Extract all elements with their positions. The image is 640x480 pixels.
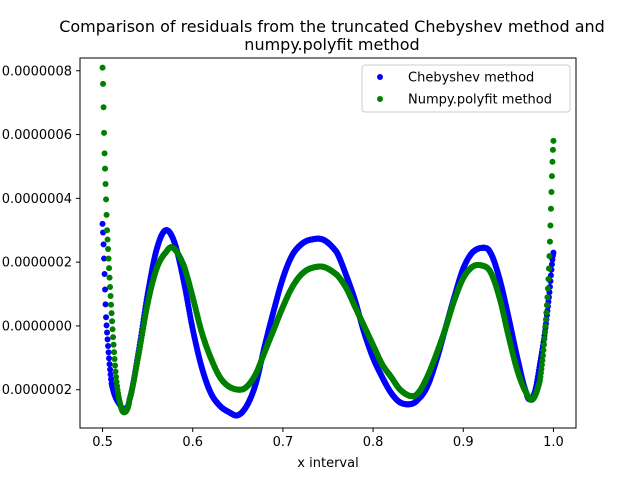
data-point xyxy=(540,347,547,354)
data-point xyxy=(105,255,112,262)
data-point xyxy=(106,361,113,368)
data-point xyxy=(545,275,552,282)
data-point xyxy=(108,301,115,308)
data-point xyxy=(550,137,557,144)
data-point xyxy=(102,286,109,293)
data-point xyxy=(540,341,547,348)
x-tick-label: 0.5 xyxy=(92,435,113,450)
data-point xyxy=(100,104,107,111)
data-point xyxy=(550,249,557,256)
data-point xyxy=(106,355,113,362)
data-point xyxy=(102,301,109,308)
data-point xyxy=(104,329,111,336)
data-point xyxy=(105,246,112,253)
data-point xyxy=(549,158,556,165)
data-point xyxy=(104,227,111,234)
data-point xyxy=(547,222,554,229)
data-point xyxy=(106,274,113,281)
x-axis-label: x interval xyxy=(297,456,358,471)
data-point xyxy=(542,316,549,323)
chart-title-line: Comparison of residuals from the truncat… xyxy=(59,17,605,36)
data-point xyxy=(545,265,552,272)
data-point xyxy=(541,329,548,336)
data-point xyxy=(539,357,546,364)
data-point xyxy=(546,253,553,260)
data-point xyxy=(111,356,118,363)
x-tick-label: 0.9 xyxy=(453,435,474,450)
data-point xyxy=(539,352,546,359)
data-point xyxy=(99,64,106,71)
y-tick-label: 0.0000000 xyxy=(2,319,72,334)
x-tick-label: 0.8 xyxy=(363,435,384,450)
legend-marker xyxy=(377,96,383,102)
data-point xyxy=(112,362,119,369)
data-point xyxy=(99,220,106,227)
data-point xyxy=(544,285,551,292)
legend: Chebyshev method Numpy.polyfit method xyxy=(361,64,571,113)
data-point xyxy=(112,368,119,375)
data-point xyxy=(100,241,107,248)
data-point xyxy=(101,129,108,136)
data-point xyxy=(109,318,116,325)
y-tick-label: 0.0000004 xyxy=(2,192,72,207)
data-point xyxy=(103,322,110,329)
data-point xyxy=(101,255,108,262)
data-point xyxy=(107,371,114,378)
axes-frame xyxy=(79,57,577,429)
data-point xyxy=(108,310,115,317)
y-tick-label: 0.0000008 xyxy=(2,64,72,79)
data-point xyxy=(107,293,114,300)
data-point xyxy=(107,366,114,373)
x-axis: 0.5 0.6 0.7 0.8 0.9 1.0 xyxy=(92,428,564,450)
x-tick-label: 0.6 xyxy=(182,435,203,450)
data-point xyxy=(102,165,109,172)
data-point xyxy=(110,341,117,348)
y-tick-label: 0.0000006 xyxy=(2,128,72,143)
y-tick-label: 0.0000002 xyxy=(2,383,72,398)
data-point xyxy=(105,343,112,350)
data-point xyxy=(111,349,118,356)
data-point xyxy=(538,361,545,368)
data-point xyxy=(103,211,110,218)
data-point xyxy=(109,326,116,333)
data-point xyxy=(543,302,550,309)
data-point xyxy=(103,314,110,321)
data-point xyxy=(101,270,108,277)
chart-title: Comparison of residuals from the truncat… xyxy=(59,17,605,54)
data-point xyxy=(548,261,555,268)
data-point xyxy=(106,265,113,272)
data-point xyxy=(102,180,109,187)
y-tick-label: 0.0000002 xyxy=(2,256,72,271)
data-point xyxy=(107,283,114,290)
data-point xyxy=(113,373,120,380)
data-point xyxy=(105,349,112,356)
data-point xyxy=(549,146,556,153)
data-point xyxy=(546,238,553,245)
data-point xyxy=(543,309,550,316)
legend-box xyxy=(361,64,571,113)
x-tick-label: 0.7 xyxy=(273,435,294,450)
data-point xyxy=(542,323,549,330)
legend-label: Numpy.polyfit method xyxy=(408,93,552,108)
x-tick-label: 1.0 xyxy=(543,435,564,450)
legend-label: Chebyshev method xyxy=(408,71,534,86)
data-point xyxy=(548,173,555,180)
y-axis: 0.0000002 0.0000000 0.0000002 0.0000004 0.00… xyxy=(2,64,80,398)
data-point xyxy=(103,196,110,203)
data-point xyxy=(544,294,551,301)
series-polyfit xyxy=(99,64,557,416)
data-point xyxy=(547,205,554,212)
data-point xyxy=(548,189,555,196)
data-point xyxy=(104,336,111,343)
data-point xyxy=(100,80,107,87)
chart-title-line: numpy.polyfit method xyxy=(244,35,419,54)
data-point xyxy=(101,150,108,157)
data-point xyxy=(110,334,117,341)
data-point xyxy=(104,236,111,243)
plot-points xyxy=(99,64,557,419)
data-point xyxy=(541,335,548,342)
legend-marker xyxy=(377,74,383,80)
